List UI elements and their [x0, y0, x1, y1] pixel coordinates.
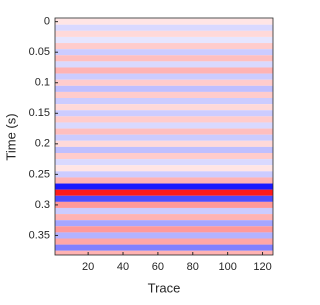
image-row	[55, 238, 273, 245]
image-row	[55, 140, 273, 147]
x-tick-label: 120	[253, 261, 271, 273]
image-row	[55, 159, 273, 166]
image-row	[55, 79, 273, 86]
image-row	[55, 24, 273, 31]
image-row	[55, 146, 273, 153]
y-tick-label: 0	[44, 16, 50, 28]
y-tick-label: 0.1	[35, 77, 50, 89]
y-tick-label: 0.25	[29, 168, 50, 180]
image-row	[55, 232, 273, 239]
x-tick-label: 100	[218, 261, 236, 273]
image-row	[55, 250, 273, 255]
image-row	[55, 67, 273, 74]
image-row	[55, 98, 273, 105]
image-row	[55, 49, 273, 56]
image-row	[55, 201, 273, 208]
image-row	[55, 220, 273, 227]
image-row	[55, 122, 273, 129]
image-row	[55, 189, 273, 196]
image-row	[55, 226, 273, 233]
image-row	[55, 244, 273, 251]
image-row	[55, 110, 273, 117]
image-row	[55, 165, 273, 172]
image-row	[55, 36, 273, 44]
x-tick-label: 80	[187, 261, 199, 273]
image-row	[55, 61, 273, 68]
x-tick-label: 60	[152, 261, 164, 273]
y-tick-label: 0.3	[35, 199, 50, 211]
y-tick-label: 0.15	[29, 107, 50, 119]
x-axis-label: Trace	[148, 280, 181, 295]
x-tick-label: 40	[117, 261, 129, 273]
image-row	[55, 55, 273, 62]
image-row	[55, 30, 273, 37]
image-row	[55, 207, 273, 215]
image-row	[55, 183, 273, 190]
image-row	[55, 128, 273, 135]
x-tick-label: 20	[82, 261, 94, 273]
image-row	[55, 214, 273, 221]
y-tick-label: 0.35	[29, 229, 50, 241]
image-row	[55, 177, 273, 184]
image-row	[55, 73, 273, 80]
image-row	[55, 171, 273, 178]
image-row	[55, 104, 273, 111]
image-row	[55, 152, 273, 160]
image-row	[55, 91, 273, 99]
plot-frame	[54, 17, 274, 256]
image-row	[55, 134, 273, 141]
image-row	[55, 116, 273, 123]
chart: Trace Time (s) 0 0.05 0.1 0.15 0.2 0.25 0.3 0.3…	[3, 16, 274, 295]
y-axis-label: Time (s)	[3, 113, 18, 160]
y-tick-label: 0.2	[35, 138, 50, 150]
image-row	[55, 18, 273, 25]
y-tick-label: 0.05	[29, 46, 50, 58]
image-row	[55, 43, 273, 50]
image-row	[55, 85, 273, 92]
image-row	[55, 195, 273, 202]
